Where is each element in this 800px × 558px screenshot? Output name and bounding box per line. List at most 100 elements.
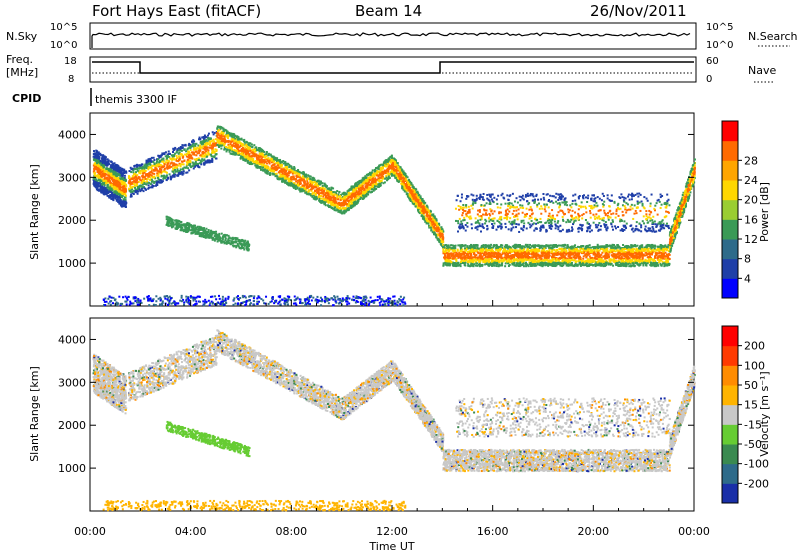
echo-cell <box>217 132 219 134</box>
echo-cell <box>152 176 154 178</box>
echo-cell <box>282 160 284 162</box>
echo-cell <box>412 193 414 195</box>
echo-cell <box>218 142 220 144</box>
echo-cell <box>250 155 252 157</box>
echo-cell <box>322 191 324 193</box>
echo-cell <box>393 172 395 174</box>
echo-cell <box>142 173 144 175</box>
echo-cell <box>110 174 112 176</box>
echo-cell <box>274 168 276 170</box>
echo-cell <box>266 162 268 164</box>
echo-cell <box>354 204 356 206</box>
echo-cell <box>254 160 256 162</box>
echo-cell <box>141 170 143 172</box>
echo-cell <box>168 150 170 152</box>
echo-cell <box>436 230 438 232</box>
echo-cell <box>334 207 336 209</box>
echo-cell <box>125 195 127 197</box>
echo-cell <box>343 211 345 213</box>
echo-cell <box>140 179 142 181</box>
echo-cell <box>153 157 155 159</box>
echo-cell <box>383 161 385 163</box>
echo-cell <box>185 154 187 156</box>
echo-cell <box>231 144 233 146</box>
echo-cell <box>404 190 406 192</box>
echo-cell <box>354 189 356 191</box>
echo-cell <box>96 183 98 185</box>
echo-cell <box>204 149 206 151</box>
echo-cell <box>104 156 106 158</box>
echo-cell <box>194 144 196 146</box>
echo-cell <box>117 189 119 191</box>
echo-cell <box>302 179 304 181</box>
echo-cell <box>397 162 399 164</box>
echo-cell <box>253 144 255 146</box>
date-title: 26/Nov/2011 <box>590 2 687 20</box>
echo-cell <box>99 169 101 171</box>
echo-cell <box>210 147 212 149</box>
echo-cell <box>156 160 158 162</box>
echo-cell <box>310 188 312 190</box>
echo-cell <box>118 201 120 203</box>
echo-cell <box>252 158 254 160</box>
echo-cell <box>106 165 108 167</box>
nsky-panel <box>90 23 696 49</box>
echo-cell <box>330 195 332 197</box>
echo-cell <box>342 208 344 210</box>
echo-cell <box>394 164 396 166</box>
echo-cell <box>96 157 98 159</box>
echo-cell <box>412 195 414 197</box>
echo-cell <box>340 199 342 201</box>
echo-cell <box>208 133 210 135</box>
echo-cell <box>380 168 382 170</box>
echo-cell <box>408 184 410 186</box>
echo-cell <box>103 180 105 182</box>
echo-cell <box>318 195 320 197</box>
echo-cell <box>298 185 300 187</box>
echo-cell <box>133 178 135 180</box>
nsky-tick-top: 10^5 <box>50 22 77 33</box>
echo-cell <box>107 174 109 176</box>
echo-cell <box>235 146 237 148</box>
echo-cell <box>107 192 109 194</box>
echo-cell <box>141 189 143 191</box>
echo-cell <box>146 184 148 186</box>
echo-cell <box>387 178 389 180</box>
echo-cell <box>242 157 244 159</box>
echo-cell <box>291 167 293 169</box>
echo-cell <box>336 197 338 199</box>
echo-cell <box>114 186 116 188</box>
echo-cell <box>118 182 120 184</box>
echo-cell <box>345 207 347 209</box>
echo-cell <box>265 172 267 174</box>
echo-cell <box>188 151 190 153</box>
echo-cell <box>181 153 183 155</box>
echo-cell <box>372 169 374 171</box>
echo-cell <box>359 184 361 186</box>
echo-cell <box>402 177 404 179</box>
echo-cell <box>328 191 330 193</box>
echo-cell <box>246 145 248 147</box>
echo-cell <box>319 198 321 200</box>
echo-cell <box>133 183 135 185</box>
echo-cell <box>182 146 184 148</box>
echo-cell <box>228 145 230 147</box>
echo-cell <box>231 148 233 150</box>
nsearch-tick-bottom: 10^0 <box>706 40 733 51</box>
echo-cell <box>402 181 404 183</box>
echo-cell <box>407 195 409 197</box>
echo-cell <box>100 175 102 177</box>
echo-cell <box>392 168 394 170</box>
echo-cell <box>306 183 308 185</box>
echo-cell <box>172 167 174 169</box>
echo-cell <box>323 188 325 190</box>
echo-cell <box>379 173 381 175</box>
echo-cell <box>277 164 279 166</box>
echo-cell <box>257 166 259 168</box>
echo-cell <box>196 151 198 153</box>
echo-cell <box>496 265 498 267</box>
echo-cell <box>310 176 312 178</box>
echo-cell <box>224 141 226 143</box>
echo-cell <box>199 145 201 147</box>
echo-cell <box>312 177 314 179</box>
